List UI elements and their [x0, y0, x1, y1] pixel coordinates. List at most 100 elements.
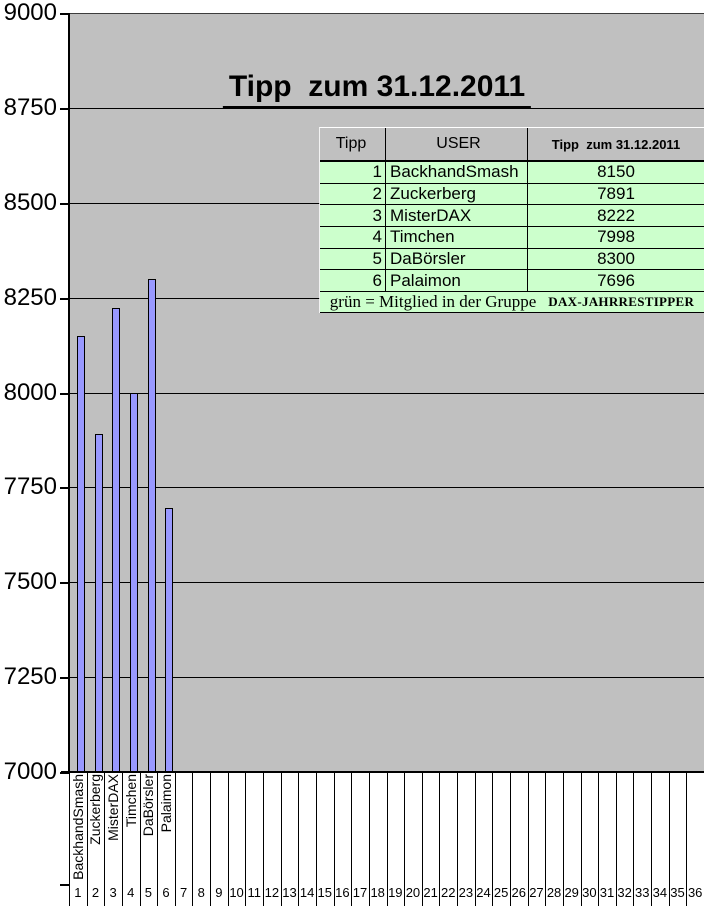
plot-area	[69, 13, 704, 772]
x-category-label-text: Zuckerberg	[87, 774, 104, 845]
table-row: 2 Zuckerberg 7891	[320, 183, 704, 206]
x-category-separator	[140, 772, 141, 906]
x-category-label: MisterDAX	[104, 774, 122, 878]
x-category-label-text: Palaimon	[158, 774, 174, 833]
y-axis-tick	[60, 298, 69, 300]
x-category-separator	[616, 772, 617, 906]
table-cell: 6	[320, 270, 386, 291]
x-slot-number: 32	[617, 885, 632, 900]
x-category-separator	[633, 772, 634, 906]
x-category-separator	[669, 772, 670, 906]
x-category-separator	[281, 772, 282, 906]
table-cell: 8222	[597, 205, 635, 225]
bar-Timchen	[129, 393, 138, 773]
x-slot-number: 8	[197, 885, 205, 900]
x-slot-number: 27	[529, 885, 544, 900]
chart-title: Tipp zum 31.12.2011	[222, 70, 532, 109]
y-axis-tick	[60, 487, 69, 489]
bar-Palaimon	[165, 507, 174, 773]
x-category-separator	[581, 772, 582, 906]
x-category-separator	[122, 772, 123, 906]
bar-MisterDAX	[112, 308, 121, 773]
x-category-separator	[87, 772, 88, 906]
y-axis-tick	[60, 13, 69, 15]
y-axis-label: 7250	[3, 663, 57, 690]
x-category-separator	[510, 772, 511, 906]
table-cell: 2	[320, 183, 386, 205]
x-slot-number: 23	[458, 885, 474, 900]
gridline-7500	[69, 582, 704, 583]
x-category-label-text: DaBörsler	[140, 774, 157, 837]
x-category-label-text: BackhandSmash	[69, 774, 86, 880]
table-cell: MisterDAX	[386, 205, 528, 226]
x-slot-number: 4	[127, 885, 135, 900]
tip-table: Tipp USER Tipp zum 31.12.2011 1 BackhandS…	[319, 127, 704, 313]
y-axis-label: 7500	[3, 568, 57, 595]
x-category-separator	[598, 772, 599, 906]
x-category-separator	[686, 772, 687, 906]
x-category-separator	[334, 772, 335, 906]
x-axis-line	[61, 771, 704, 773]
x-category-separator	[263, 772, 264, 906]
gridline-9000	[69, 13, 704, 14]
table-cell: 3	[320, 205, 386, 226]
x-axis-label-tick	[60, 884, 69, 886]
group-name: DAX-JAHRRESTIPPER	[548, 293, 695, 309]
bar-BackhandSmash	[77, 335, 85, 773]
y-axis-tick	[60, 108, 69, 110]
x-category-separator	[192, 772, 193, 906]
x-category-separator	[298, 772, 299, 906]
x-category-separator	[404, 772, 405, 906]
table-cell: Zuckerberg	[386, 183, 528, 205]
x-category-label-text: MisterDAX	[105, 774, 122, 841]
x-category-label: DaBörsler	[140, 774, 158, 878]
x-slot-number: 2	[91, 885, 100, 900]
table-header-tipp: Tipp	[320, 128, 386, 160]
table-footer: grün = Mitglied in der Gruppe DAX-JAHRRE…	[320, 291, 704, 313]
table-cell: Palaimon	[386, 270, 528, 291]
table-cell: 7696	[597, 270, 635, 290]
x-category-separator	[104, 772, 105, 906]
table-cell: 4	[320, 226, 386, 248]
x-slot-number: 25	[493, 885, 509, 900]
x-category-separator	[351, 772, 352, 906]
y-axis-tick	[60, 393, 69, 395]
x-slot-number: 35	[670, 885, 685, 900]
x-slot-number: 10	[229, 885, 244, 900]
x-slot-number: 3	[109, 885, 117, 900]
x-slot-number: 26	[511, 885, 527, 900]
x-category-separator	[316, 772, 317, 906]
gridline-7250	[69, 677, 704, 678]
bar-DaBörsler	[147, 278, 156, 773]
gridline-7750	[69, 487, 704, 488]
x-category-separator	[228, 772, 229, 906]
table-row: 5 DaBörsler 8300	[320, 248, 704, 271]
x-category-separator	[245, 772, 246, 906]
table-row: 4 Timchen 7998	[320, 226, 704, 249]
table-row: 6 Palaimon 7696	[320, 270, 704, 292]
x-slot-number: 21	[423, 885, 438, 900]
x-slot-number: 30	[582, 885, 597, 900]
y-axis-label: 8750	[3, 94, 57, 121]
legend-note: grün = Mitglied in der Gruppe	[329, 291, 537, 311]
table-body: 1 BackhandSmash 8150 2 Zuckerberg 7891 3 Mister…	[320, 162, 704, 292]
y-axis-label: 8500	[3, 189, 57, 216]
y-axis-label: 7000	[3, 758, 57, 785]
x-category-separator	[563, 772, 564, 906]
y-axis-tick	[60, 677, 69, 679]
x-slot-number: 18	[370, 885, 385, 900]
x-slot-number: 36	[687, 885, 703, 900]
x-category-separator	[210, 772, 211, 906]
x-slot-number: 12	[264, 885, 280, 900]
table-row: 3 MisterDAX 8222	[320, 205, 704, 227]
x-slot-number: 29	[564, 885, 579, 900]
y-axis-label: 9000	[3, 0, 57, 26]
x-category-separator	[439, 772, 440, 906]
table-cell: 8150	[597, 162, 635, 182]
table-header-row: Tipp USER Tipp zum 31.12.2011	[320, 128, 704, 162]
x-slot-number: 15	[317, 885, 332, 900]
y-axis-label: 8000	[3, 379, 57, 406]
x-category-separator	[545, 772, 546, 906]
table-cell: DaBörsler	[386, 248, 528, 270]
